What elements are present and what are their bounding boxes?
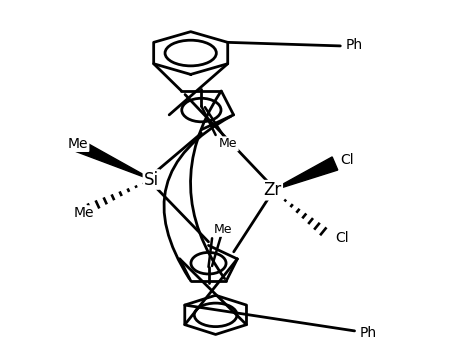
Text: Me: Me [219,137,237,150]
FancyArrowPatch shape [164,116,231,279]
Polygon shape [76,140,152,180]
Text: Zr: Zr [264,181,282,199]
Text: Cl: Cl [335,231,348,245]
Text: Me: Me [214,223,232,236]
Text: Cl: Cl [340,153,354,167]
Text: Si: Si [144,171,159,188]
FancyArrowPatch shape [191,93,225,279]
Text: Me: Me [68,137,88,151]
Text: Ph: Ph [346,38,363,52]
Text: Ph: Ph [360,326,377,340]
Text: Me: Me [73,206,94,220]
Polygon shape [273,157,338,191]
